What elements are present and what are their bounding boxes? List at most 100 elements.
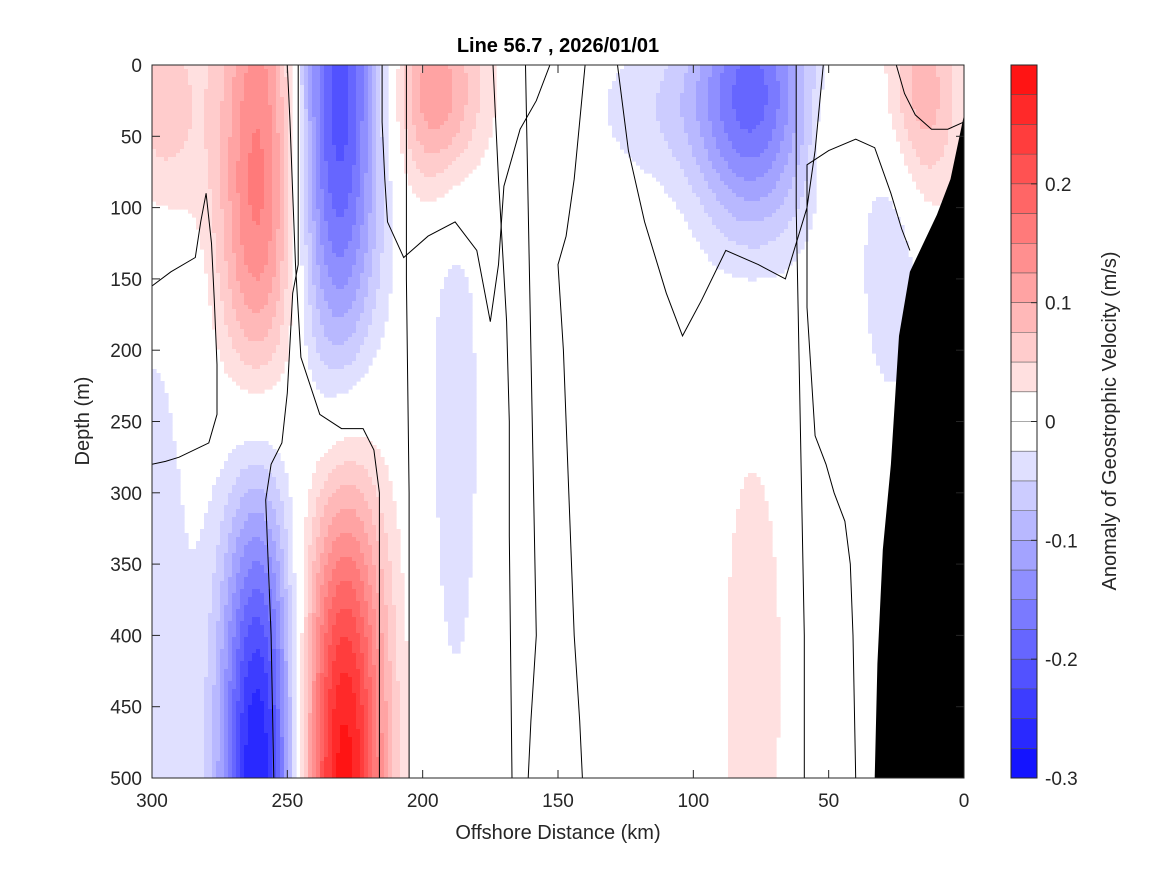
velocity-cell <box>232 189 237 194</box>
velocity-cell <box>468 141 473 146</box>
velocity-cell <box>284 97 289 102</box>
velocity-cell <box>168 161 173 166</box>
velocity-cell <box>684 161 689 166</box>
velocity-cell <box>280 85 285 90</box>
velocity-cell <box>432 121 437 126</box>
velocity-cell <box>240 97 245 102</box>
velocity-cell <box>196 125 201 130</box>
velocity-cell <box>396 97 401 102</box>
velocity-cell <box>704 85 709 90</box>
velocity-cell <box>320 133 325 138</box>
velocity-cell <box>780 65 785 70</box>
velocity-cell <box>688 133 693 138</box>
velocity-cell <box>776 153 781 158</box>
velocity-cell <box>384 145 389 150</box>
velocity-cell <box>300 145 305 150</box>
velocity-cell <box>740 89 745 94</box>
velocity-cell <box>284 117 289 122</box>
velocity-cell <box>348 85 353 90</box>
velocity-cell <box>768 181 773 186</box>
velocity-cell <box>936 85 941 90</box>
velocity-cell <box>764 85 769 90</box>
velocity-cell <box>332 105 337 110</box>
velocity-cell <box>700 85 705 90</box>
velocity-cell <box>256 177 261 182</box>
velocity-cell <box>736 97 741 102</box>
velocity-cell <box>812 69 817 74</box>
velocity-cell <box>680 121 685 126</box>
velocity-cell <box>344 137 349 142</box>
velocity-cell <box>156 65 161 70</box>
velocity-cell <box>788 97 793 102</box>
velocity-cell <box>288 201 293 206</box>
velocity-cell <box>288 153 293 158</box>
velocity-cell <box>252 69 257 74</box>
velocity-cell <box>948 141 953 146</box>
velocity-cell <box>188 121 193 126</box>
velocity-cell <box>708 173 713 178</box>
velocity-cell <box>376 97 381 102</box>
velocity-cell <box>368 185 373 190</box>
velocity-cell <box>428 81 433 86</box>
velocity-cell <box>896 97 901 102</box>
velocity-cell <box>736 173 741 178</box>
velocity-cell <box>324 133 329 138</box>
velocity-cell <box>932 149 937 154</box>
velocity-cell <box>800 93 805 98</box>
velocity-cell <box>740 105 745 110</box>
velocity-cell <box>756 137 761 142</box>
velocity-cell <box>648 109 653 114</box>
velocity-cell <box>192 181 197 186</box>
velocity-cell <box>360 185 365 190</box>
velocity-cell <box>668 137 673 142</box>
velocity-cell <box>240 121 245 126</box>
velocity-cell <box>256 165 261 170</box>
velocity-cell <box>244 177 249 182</box>
velocity-cell <box>216 197 221 202</box>
velocity-cell <box>348 105 353 110</box>
velocity-cell <box>328 77 333 82</box>
velocity-cell <box>780 125 785 130</box>
velocity-cell <box>916 97 921 102</box>
velocity-cell <box>232 169 237 174</box>
velocity-cell <box>232 129 237 134</box>
velocity-cell <box>168 145 173 150</box>
velocity-cell <box>440 141 445 146</box>
velocity-cell <box>772 117 777 122</box>
velocity-cell <box>808 81 813 86</box>
velocity-cell <box>272 145 277 150</box>
velocity-cell <box>248 153 253 158</box>
velocity-cell <box>192 185 197 190</box>
velocity-cell <box>800 177 805 182</box>
velocity-cell <box>440 65 445 70</box>
velocity-cell <box>316 201 321 206</box>
velocity-cell <box>764 121 769 126</box>
velocity-cell <box>788 129 793 134</box>
velocity-cell <box>352 109 357 114</box>
velocity-cell <box>164 141 169 146</box>
velocity-cell <box>188 201 193 206</box>
velocity-cell <box>312 77 317 82</box>
velocity-cell <box>332 65 337 70</box>
velocity-cell <box>440 101 445 106</box>
velocity-cell <box>916 85 921 90</box>
velocity-cell <box>260 189 265 194</box>
velocity-cell <box>360 109 365 114</box>
velocity-cell <box>308 173 313 178</box>
velocity-cell <box>776 205 781 210</box>
velocity-cell <box>888 89 893 94</box>
velocity-cell <box>656 77 661 82</box>
velocity-cell <box>912 73 917 78</box>
velocity-cell <box>452 149 457 154</box>
velocity-cell <box>672 113 677 118</box>
velocity-cell <box>724 133 729 138</box>
velocity-cell <box>660 177 665 182</box>
velocity-cell <box>368 137 373 142</box>
velocity-cell <box>448 121 453 126</box>
velocity-cell <box>728 181 733 186</box>
velocity-cell <box>356 81 361 86</box>
velocity-cell <box>736 177 741 182</box>
velocity-cell <box>788 145 793 150</box>
velocity-cell <box>952 117 957 122</box>
velocity-cell <box>932 85 937 90</box>
